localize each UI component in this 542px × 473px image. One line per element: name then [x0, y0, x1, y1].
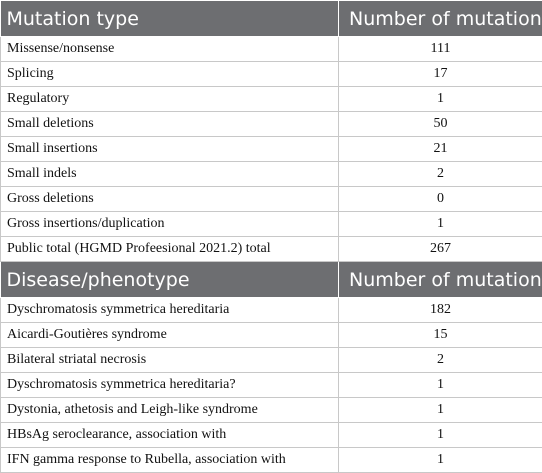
data-row: Dyschromatosis symmetrica hereditaria? 1 — [0, 372, 542, 398]
count-cell: 2 — [338, 347, 542, 373]
label-cell: Gross insertions/duplication — [0, 211, 339, 237]
label-cell: Small insertions — [0, 136, 339, 162]
count-cell: 1 — [338, 422, 542, 448]
header-row: Mutation type Number of mutations — [0, 0, 542, 37]
label-cell: HBsAg seroclearance, association with — [0, 422, 339, 448]
label-cell: Dystonia, athetosis and Leigh-like syndr… — [0, 397, 339, 423]
count-cell: 267 — [338, 236, 542, 262]
header-cell: Number of mutations — [338, 261, 542, 298]
count-cell: 0 — [338, 186, 542, 212]
data-row: Public total (HGMD Profeesional 2021.2) … — [0, 236, 542, 262]
data-row: Small deletions 50 — [0, 111, 542, 137]
data-row: Small indels 2 — [0, 161, 542, 187]
data-row: Bilateral striatal necrosis 2 — [0, 347, 542, 373]
label-cell: Splicing — [0, 61, 339, 87]
count-cell: 1 — [338, 211, 542, 237]
data-row: Small insertions 21 — [0, 136, 542, 162]
count-cell: 21 — [338, 136, 542, 162]
label-cell: Bilateral striatal necrosis — [0, 347, 339, 373]
label-cell: Small deletions — [0, 111, 339, 137]
label-cell: Public total (HGMD Profeesional 2021.2) … — [0, 236, 339, 262]
count-cell: 182 — [338, 297, 542, 323]
label-cell: Small indels — [0, 161, 339, 187]
count-cell: 1 — [338, 372, 542, 398]
header-cell: Mutation type — [0, 0, 339, 37]
label-cell: Gross deletions — [0, 186, 339, 212]
data-row: Dystonia, athetosis and Leigh-like syndr… — [0, 397, 542, 423]
header-cell: Disease/phenotype — [0, 261, 339, 298]
label-cell: Regulatory — [0, 86, 339, 112]
data-row: Aicardi-Goutières syndrome 15 — [0, 322, 542, 348]
data-row: Missense/nonsense 111 — [0, 36, 542, 62]
header-row: Disease/phenotype Number of mutations — [0, 261, 542, 298]
header-cell: Number of mutations — [338, 0, 542, 37]
label-cell: Dyschromatosis symmetrica hereditaria? — [0, 372, 339, 398]
data-row: Gross deletions 0 — [0, 186, 542, 212]
data-row: Splicing 17 — [0, 61, 542, 87]
label-cell: Missense/nonsense — [0, 36, 339, 62]
data-row: HBsAg seroclearance, association with 1 — [0, 422, 542, 448]
count-cell: 15 — [338, 322, 542, 348]
count-cell: 2 — [338, 161, 542, 187]
count-cell: 17 — [338, 61, 542, 87]
count-cell: 1 — [338, 397, 542, 423]
label-cell: Aicardi-Goutières syndrome — [0, 322, 339, 348]
label-cell: Dyschromatosis symmetrica hereditaria — [0, 297, 339, 323]
data-row: Gross insertions/duplication 1 — [0, 211, 542, 237]
data-row: IFN gamma response to Rubella, associati… — [0, 447, 542, 473]
data-row: Regulatory 1 — [0, 86, 542, 112]
count-cell: 50 — [338, 111, 542, 137]
label-cell: IFN gamma response to Rubella, associati… — [0, 447, 339, 473]
data-row: Dyschromatosis symmetrica hereditaria 182 — [0, 297, 542, 323]
count-cell: 1 — [338, 447, 542, 473]
count-cell: 1 — [338, 86, 542, 112]
count-cell: 111 — [338, 36, 542, 62]
